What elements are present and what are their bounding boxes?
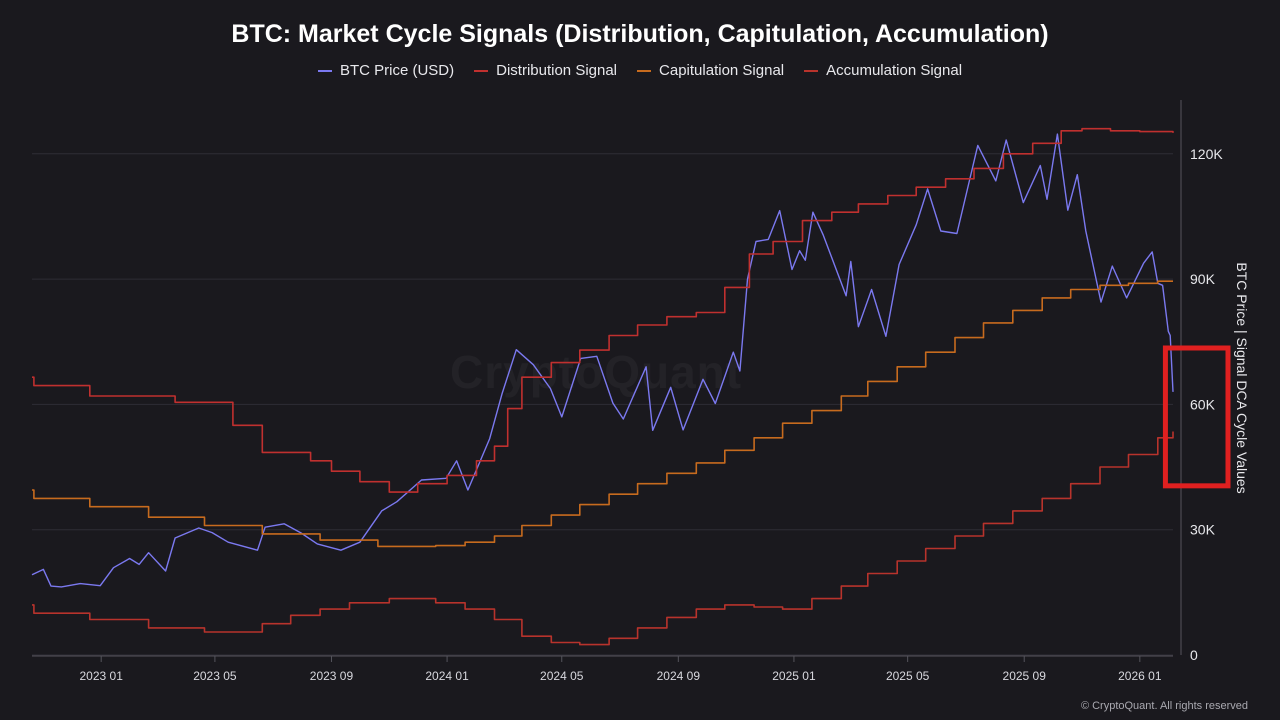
y-tick-label: 120K	[1190, 146, 1223, 162]
x-tick-label: 2023 01	[79, 669, 123, 683]
legend-swatch	[474, 69, 489, 72]
series-line-distribution-signal	[32, 127, 1174, 493]
y-axis-label: BTC Price | Signal DCA Cycle Values	[1234, 262, 1250, 493]
x-tick-label: 2025 09	[1003, 669, 1047, 683]
legend-item[interactable]: Accumulation Signal	[804, 62, 962, 79]
series-line-accumulation-signal	[32, 431, 1174, 646]
series-line-capitulation-signal	[32, 280, 1173, 548]
y-tick-label: 90K	[1190, 271, 1216, 287]
x-tick-label: 2023 09	[310, 669, 354, 683]
series-line-btc-price-usd	[31, 133, 1174, 588]
y-tick-label: 30K	[1190, 522, 1216, 538]
legend-label: Distribution Signal	[496, 62, 618, 79]
highlight-box	[1162, 345, 1231, 489]
x-tick-label: 2024 01	[425, 669, 469, 683]
chart-legend: BTC Price (USD) Distribution Signal Capitu…	[0, 62, 1280, 79]
legend-label: Accumulation Signal	[826, 62, 963, 79]
legend-item[interactable]: Capitulation Signal	[637, 62, 784, 79]
x-tick-label: 2024 09	[657, 669, 701, 683]
plot-series	[31, 127, 1174, 646]
legend-swatch	[637, 69, 652, 72]
y-axis: 0 30K 60K 90K 120K	[1180, 100, 1223, 663]
legend-label: BTC Price (USD)	[339, 62, 455, 79]
legend-swatch	[804, 69, 819, 72]
x-tick-label: 2025 05	[886, 669, 930, 683]
y-tick-label: 60K	[1190, 396, 1216, 412]
x-tick-label: 2024 05	[540, 669, 584, 683]
gridlines	[32, 153, 1173, 656]
x-axis: 2023 01 2023 05 2023 09 2024 01 2024 05 2024 …	[32, 655, 1173, 683]
annotation-layer	[1162, 345, 1231, 489]
x-tick-label: 2023 05	[193, 669, 237, 683]
chart-title: BTC: Market Cycle Signals (Distribution,…	[231, 20, 1049, 48]
legend-swatch	[317, 69, 332, 72]
y-tick-label: 0	[1190, 647, 1198, 663]
x-tick-label: 2026 01	[1118, 669, 1162, 683]
watermark: CryptoQuant	[450, 345, 742, 399]
legend-item[interactable]: BTC Price (USD)	[317, 62, 455, 79]
x-tick-label: 2025 01	[772, 669, 816, 683]
legend-item[interactable]: Distribution Signal	[474, 62, 617, 79]
legend-label: Capitulation Signal	[659, 62, 785, 79]
copyright-notice: © CryptoQuant. All rights reserved	[1080, 700, 1248, 712]
